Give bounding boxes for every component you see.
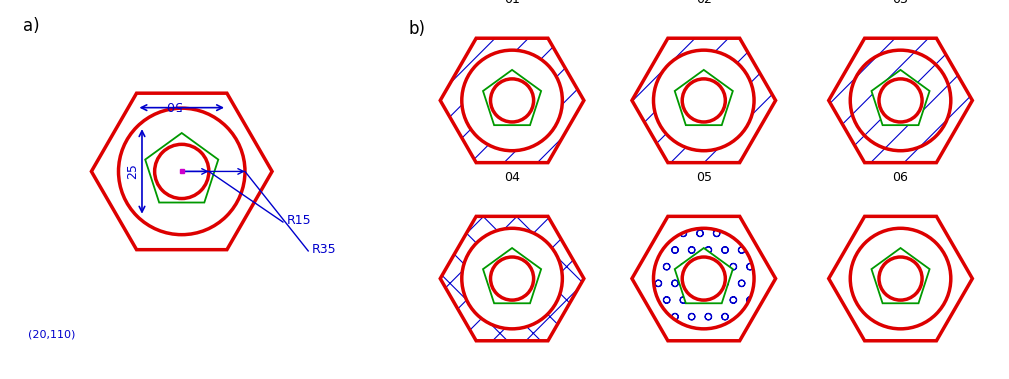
Text: 01: 01 [504, 0, 520, 6]
Text: (20,110): (20,110) [28, 330, 76, 340]
Polygon shape [872, 70, 929, 125]
Text: 05: 05 [696, 171, 711, 184]
Text: R35: R35 [312, 243, 336, 256]
Text: 03: 03 [893, 0, 908, 6]
Circle shape [879, 79, 922, 122]
Text: 04: 04 [504, 171, 520, 184]
Polygon shape [872, 248, 929, 303]
Text: 50: 50 [164, 97, 181, 111]
Polygon shape [483, 70, 541, 125]
Polygon shape [483, 248, 541, 303]
Circle shape [462, 50, 562, 151]
Text: a): a) [23, 17, 39, 34]
Circle shape [462, 228, 562, 329]
Text: R15: R15 [287, 214, 311, 227]
Text: 06: 06 [893, 171, 908, 184]
Polygon shape [675, 248, 733, 303]
Circle shape [654, 50, 754, 151]
Polygon shape [675, 70, 733, 125]
Text: 25: 25 [126, 163, 139, 179]
Text: 02: 02 [696, 0, 711, 6]
Circle shape [682, 257, 725, 300]
Text: b): b) [409, 20, 426, 38]
